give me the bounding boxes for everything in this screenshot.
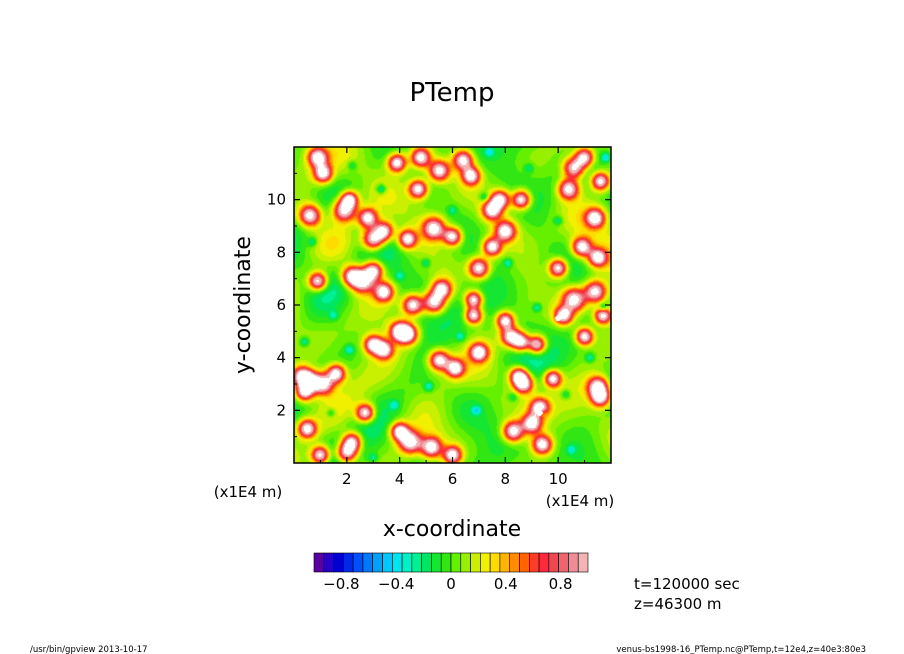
colorbar-swatch [538,552,550,573]
colorbar-tick-label-0: −0.8 [323,575,359,593]
x-axis-label: x-coordinate [383,517,521,542]
time-annotation: t=120000 sec [634,575,740,593]
colorbar-tick-label-4: 0.8 [549,575,573,593]
colorbar-swatch [440,552,452,573]
colorbar-swatch [333,552,344,573]
height-annotation: z=46300 m [634,595,722,613]
colorbar-swatch [411,552,422,573]
heatmap-canvas [294,147,611,463]
colorbar-swatch [401,552,413,573]
colorbar-swatch [431,552,442,573]
y-axis-label: y-coordinate [231,236,256,374]
y-tick-label-2: 6 [276,296,286,314]
colorbar-swatch [313,552,325,573]
colorbar-swatch [391,552,403,573]
colorbar-swatch [568,552,579,573]
x-axis: 2 4 6 8 10 [294,147,586,488]
colorbar-swatch [343,552,354,573]
y-tick-label-3: 8 [276,243,286,261]
colorbar-swatch [499,552,511,573]
colorbar-swatch [548,552,559,573]
footer-left: /usr/bin/gpview 2013-10-17 [30,645,148,654]
colorbar-swatch [323,552,334,573]
y-axis: 2 4 6 8 10 [267,191,611,419]
y-tick-label-0: 2 [276,401,286,419]
colorbar-swatch [489,552,501,573]
colorbar-swatch [558,552,569,573]
colorbar-swatch [362,552,374,573]
colorbar-tick-label-2: 0 [446,575,456,593]
colorbar-swatch [421,552,432,573]
colorbar-tick-label-3: 0.4 [494,575,518,593]
x-tick-label-1: 4 [395,470,405,488]
chart-title: PTemp [410,78,495,108]
x-tick-label-2: 6 [448,470,458,488]
colorbar-ticks: −0.8 −0.4 0 0.4 0.8 [323,575,572,593]
colorbar-swatch [470,552,481,573]
colorbar-swatch [480,552,491,573]
colorbar-swatch [528,552,540,573]
colorbar-swatch [519,552,530,573]
y-tick-label-1: 4 [276,349,286,367]
colorbar-swatch [352,552,364,573]
x-unit-label: (x1E4 m) [546,492,615,510]
colorbar-tick-label-1: −0.4 [378,575,414,593]
colorbar-swatch [382,552,393,573]
colorbar-swatch [509,552,520,573]
y-tick-label-4: 10 [267,191,286,209]
x-tick-label-4: 10 [549,470,568,488]
plot-area [293,146,612,464]
colorbar-swatch [450,552,462,573]
x-tick-label-0: 2 [342,470,352,488]
colorbar [313,552,589,573]
colorbar-swatch [577,552,589,573]
x-tick-label-3: 8 [501,470,511,488]
footer-right: venus-bs1998-16_PTemp.nc@PTemp,t=12e4,z=… [616,645,866,654]
colorbar-swatch [372,552,383,573]
colorbar-swatch [460,552,471,573]
y-unit-label: (x1E4 m) [214,483,283,501]
